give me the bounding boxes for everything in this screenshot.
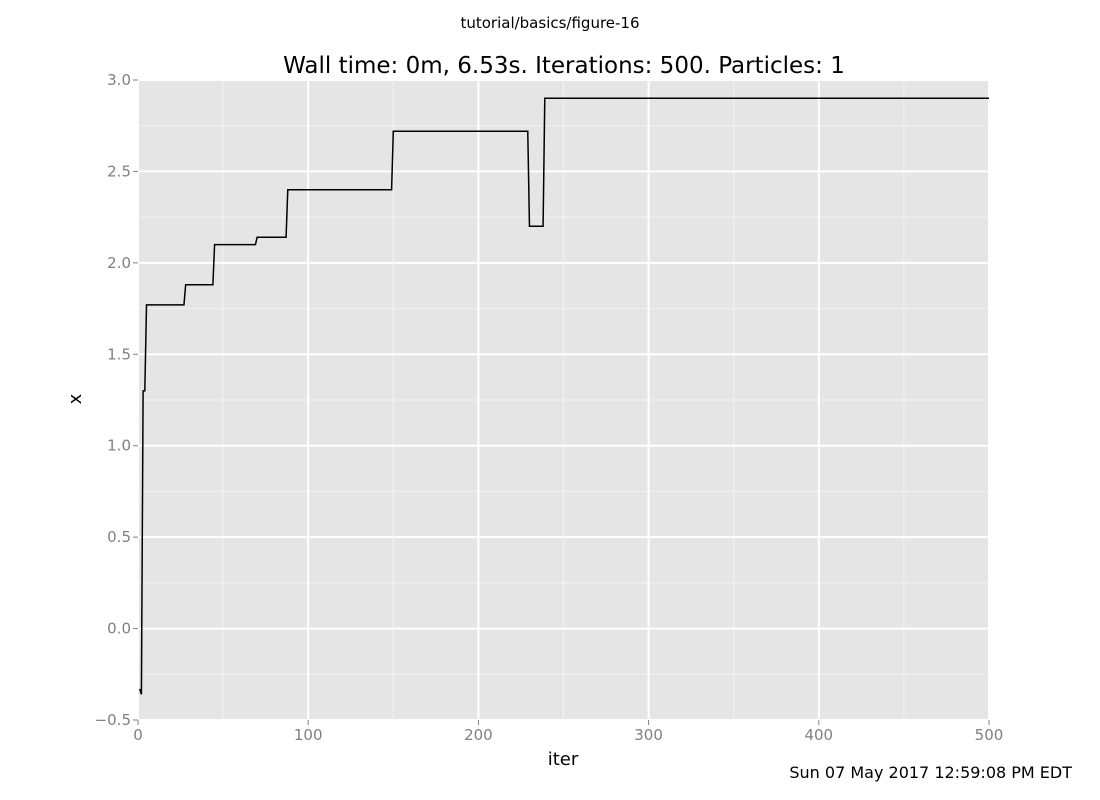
data-point: [544, 98, 545, 99]
x-tick-label: 500: [975, 726, 1004, 744]
x-tick-label: 300: [634, 726, 663, 744]
data-point: [988, 98, 989, 99]
data-point: [285, 237, 286, 238]
data-point: [257, 237, 258, 238]
x-axis-label: iter: [548, 749, 579, 770]
data-point: [143, 390, 144, 391]
major-gridlines: [137, 79, 990, 721]
y-tick-label: 2.0: [107, 254, 131, 272]
y-axis-label: x: [65, 393, 86, 404]
y-tick-label: 0.0: [107, 620, 131, 638]
y-tick-label: −0.5: [95, 711, 131, 729]
minor-gridlines: [138, 80, 989, 720]
y-axis-ticks: −0.5 0.0 0.5 1.0 1.5 2.0 2.5 3.0: [95, 71, 138, 729]
y-tick-label: 0.5: [107, 528, 131, 546]
x-tick-label: 400: [804, 726, 833, 744]
x-tick-label: 0: [133, 726, 143, 744]
data-point: [141, 694, 142, 695]
data-point: [287, 189, 288, 190]
timestamp: Sun 07 May 2017 12:59:08 PM EDT: [789, 763, 1072, 782]
x-tick-label: 200: [464, 726, 493, 744]
chart-title: Wall time: 0m, 6.53s. Iterations: 500. P…: [283, 53, 845, 79]
data-point: [527, 131, 528, 132]
series-layer: [138, 97, 989, 695]
y-tick-label: 3.0: [107, 71, 131, 89]
data-point: [212, 284, 213, 285]
series-line: [138, 97, 989, 695]
x-axis-ticks: 0 100 200 300 400 500: [133, 720, 1003, 744]
figure-name: tutorial/basics/figure-16: [460, 14, 639, 32]
y-tick-label: 1.0: [107, 437, 131, 455]
data-point: [139, 688, 140, 689]
data-point: [185, 284, 186, 285]
data-point: [529, 226, 530, 227]
data-point: [183, 304, 184, 305]
y-tick-label: 1.5: [107, 345, 131, 363]
x-tick-label: 100: [294, 726, 323, 744]
data-point: [255, 244, 256, 245]
data-point: [391, 189, 392, 190]
data-point: [393, 131, 394, 132]
data-point: [144, 390, 145, 391]
y-tick-label: 2.5: [107, 162, 131, 180]
data-point: [146, 304, 147, 305]
data-point: [214, 244, 215, 245]
data-point: [542, 226, 543, 227]
